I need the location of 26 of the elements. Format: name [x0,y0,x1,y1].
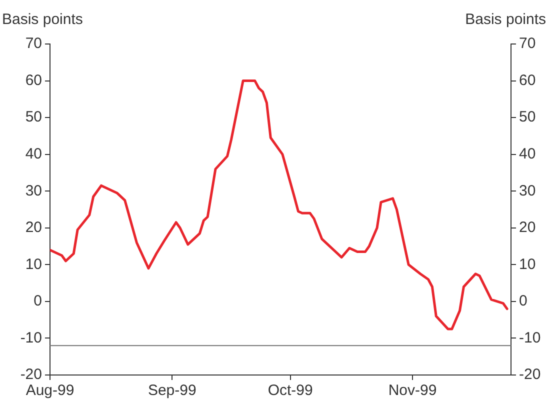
y2-tick-label: 50 [519,108,536,126]
x-tick-label: Nov-99 [388,382,437,400]
x-tick-label: Oct-99 [268,382,313,400]
y-axis-title: Basis points [2,11,83,28]
x-tick-label: Aug-99 [26,382,74,400]
y-tick-label: -10 [20,329,42,346]
y2-tick-label: -20 [519,366,541,384]
y2-axis-title: Basis points [465,11,546,28]
y-tick-label: 60 [25,72,42,89]
y2-tick-label: 10 [519,256,536,273]
y-tick-label: 0 [34,292,42,310]
y-tick-label: 20 [25,219,42,236]
y-tick-label: 40 [25,145,42,162]
y-tick-label: 70 [25,35,42,52]
y2-tick-label: 30 [519,182,536,200]
x-tick-label: Sep-99 [148,382,196,400]
y2-tick-label: 60 [519,72,536,89]
y2-tick-label: 40 [519,145,536,162]
y2-tick-label: 20 [519,219,536,236]
y-tick-label: -20 [20,366,42,384]
y-tick-label: 10 [25,256,42,273]
y-tick-label: 50 [25,108,42,126]
y2-tick-label: 0 [519,292,528,310]
y2-tick-label: -10 [519,329,541,346]
y2-tick-label: 70 [519,35,536,52]
y-tick-label: 30 [25,182,42,200]
